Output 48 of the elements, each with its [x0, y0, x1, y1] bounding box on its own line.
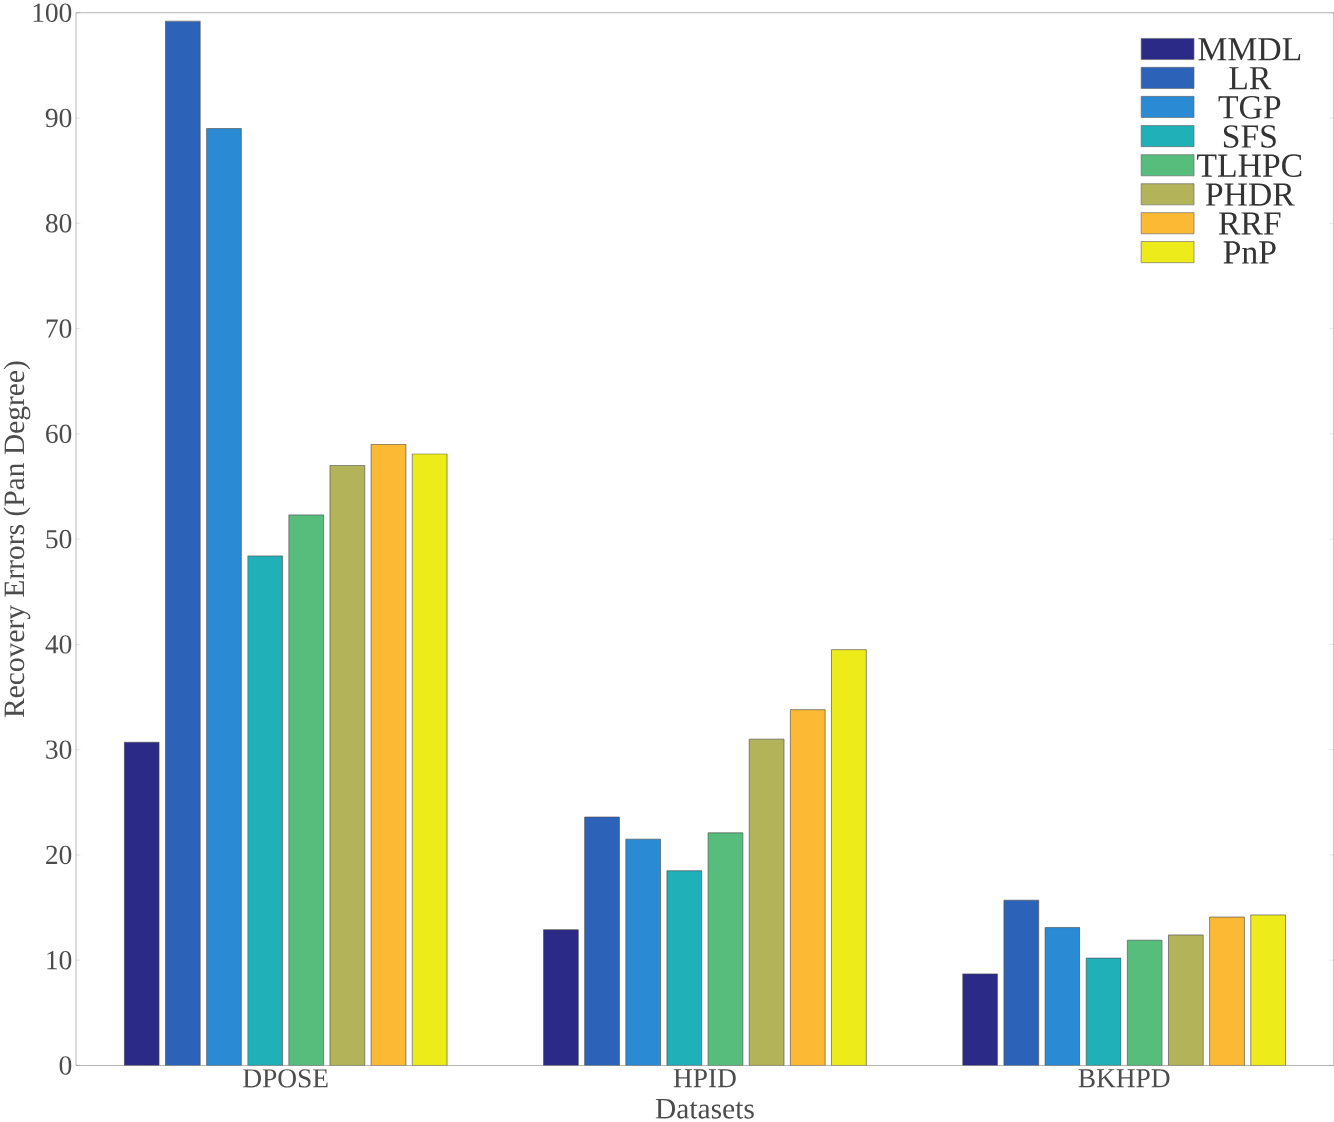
legend-label: PHDR	[1205, 183, 1295, 206]
x-tick-label: BKHPD	[1078, 1069, 1170, 1088]
bar	[666, 870, 703, 1066]
bar	[1168, 934, 1204, 1066]
bar	[584, 816, 620, 1066]
x-axis-title: Datasets	[655, 1098, 754, 1119]
bar	[247, 555, 283, 1066]
legend-label: SFS	[1223, 125, 1276, 148]
y-tick-label: 90	[45, 108, 72, 128]
bar	[748, 738, 785, 1066]
y-tick-label: 10	[47, 950, 72, 970]
y-tick-label: 30	[46, 740, 72, 759]
bar	[329, 465, 366, 1066]
legend-label: TLHPC	[1197, 154, 1302, 177]
x-tick-label: DPOSE	[243, 1069, 328, 1088]
legend-label: MMDL	[1198, 38, 1301, 61]
legend-label: PnP	[1223, 241, 1276, 264]
bar	[707, 832, 744, 1066]
y-tick-label: 50	[46, 529, 72, 549]
bar	[1085, 957, 1122, 1066]
bar	[1250, 914, 1286, 1066]
legend-label: RRF	[1218, 212, 1281, 235]
y-tick-label: 20	[46, 845, 72, 865]
bar	[1003, 899, 1040, 1066]
x-tick-label: HPID	[673, 1069, 736, 1088]
bar	[288, 514, 324, 1066]
legend-label: TGP	[1218, 95, 1281, 119]
bar	[1127, 939, 1163, 1066]
bar	[1044, 927, 1081, 1066]
y-tick-label: 70	[46, 319, 72, 338]
bar	[831, 649, 867, 1066]
y-tick-label: 60	[46, 424, 72, 443]
bar	[411, 453, 448, 1066]
bar	[625, 838, 661, 1066]
y-tick-label: 80	[45, 213, 72, 233]
bar	[206, 128, 242, 1066]
y-tick-label: 100	[33, 3, 72, 22]
y-tick-label: 0	[59, 1056, 72, 1075]
legend-label: LR	[1229, 67, 1272, 90]
bar	[370, 443, 407, 1066]
bar	[790, 709, 826, 1066]
bar	[962, 973, 998, 1066]
y-tick-label: 40	[45, 635, 72, 654]
bar	[1209, 916, 1245, 1066]
bar	[123, 741, 160, 1066]
bar	[165, 20, 201, 1066]
bar	[543, 929, 579, 1066]
y-axis-title: Recovery Errors (Pan Degree)	[3, 361, 31, 718]
